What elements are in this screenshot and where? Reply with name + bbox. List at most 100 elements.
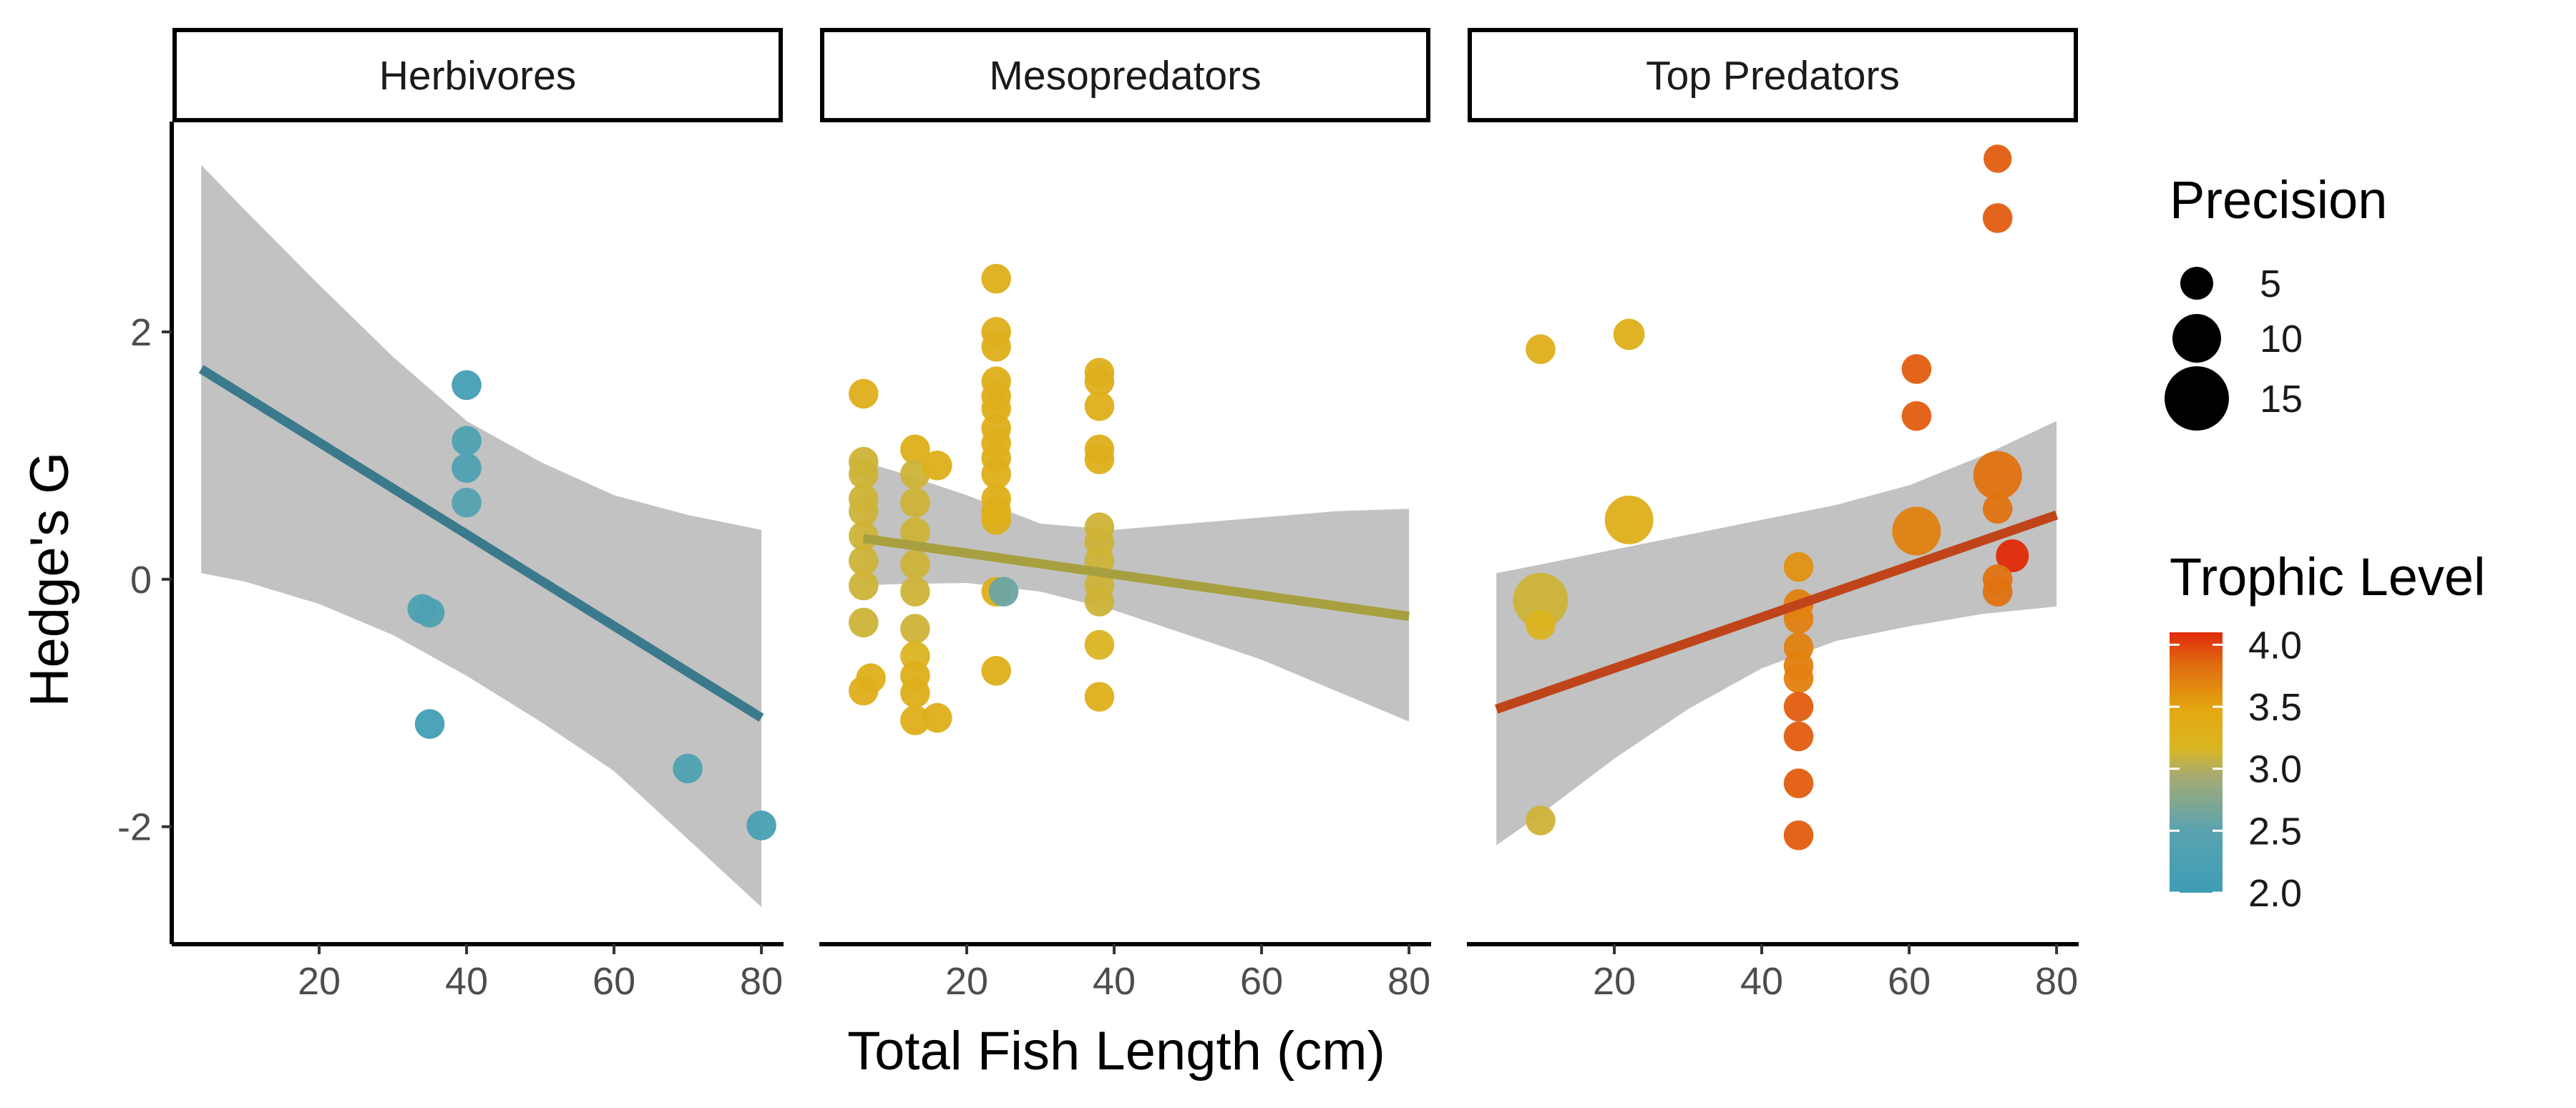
data-point bbox=[900, 678, 930, 708]
data-point bbox=[1982, 203, 2013, 233]
data-point bbox=[1973, 451, 2022, 500]
data-point bbox=[900, 577, 930, 607]
data-point bbox=[452, 453, 482, 484]
confidence-band bbox=[201, 165, 762, 908]
x-tick-label: 80 bbox=[1387, 960, 1430, 1003]
data-point bbox=[452, 487, 482, 518]
x-axis-title: Total Fish Length (cm) bbox=[847, 1021, 1385, 1082]
data-point bbox=[1783, 551, 1814, 582]
data-point bbox=[849, 546, 879, 576]
data-point bbox=[981, 263, 1012, 294]
data-point bbox=[746, 810, 776, 840]
x-tick-label: 20 bbox=[945, 960, 988, 1003]
data-point bbox=[922, 450, 952, 481]
data-point bbox=[1901, 354, 1932, 384]
trophic-legend: Trophic Level 4.0 3.5 3.0 2.5 2.0 bbox=[2170, 547, 2485, 915]
data-point bbox=[1613, 318, 1645, 350]
data-point bbox=[1604, 495, 1654, 544]
x-tick-label: 40 bbox=[1093, 960, 1136, 1003]
facet-strip-label: Top Predators bbox=[1646, 53, 1900, 99]
data-point bbox=[981, 331, 1012, 362]
x-tick-label: 40 bbox=[1740, 960, 1783, 1003]
data-point bbox=[1783, 721, 1814, 752]
facet-strip-box bbox=[1468, 28, 2078, 122]
data-point bbox=[849, 570, 879, 601]
trend-line bbox=[1495, 510, 2059, 714]
data-point bbox=[1084, 629, 1115, 660]
data-point bbox=[900, 549, 930, 579]
data-point bbox=[1783, 768, 1814, 798]
data-point bbox=[849, 607, 879, 638]
precision-legend-label: 15 bbox=[2260, 378, 2303, 421]
trophic-tick-label: 3.0 bbox=[2248, 748, 2302, 791]
precision-legend-key bbox=[2180, 267, 2213, 300]
y-axis-title: Hedge's G bbox=[19, 452, 80, 707]
trophic-colorbar bbox=[2170, 632, 2223, 893]
data-point bbox=[452, 426, 482, 456]
data-point bbox=[1783, 820, 1814, 850]
data-point bbox=[1084, 682, 1115, 712]
panel-herbivores: Herbivores 20 40 60 80 -2 0 2 bbox=[117, 28, 784, 1003]
data-point bbox=[1513, 572, 1568, 628]
data-point bbox=[981, 505, 1012, 535]
precision-legend: Precision 5 10 15 bbox=[2165, 170, 2387, 431]
x-tick-label: 60 bbox=[1888, 960, 1931, 1003]
data-point bbox=[1996, 539, 2029, 572]
panel-top-predators: Top Predators 20 40 60 80 bbox=[1467, 28, 2079, 1003]
facet-strip-box bbox=[820, 28, 1430, 122]
confidence-band bbox=[863, 461, 1410, 722]
x-tick-label: 80 bbox=[740, 960, 783, 1003]
data-point bbox=[900, 517, 930, 547]
data-point bbox=[1084, 444, 1115, 474]
data-point bbox=[414, 597, 445, 628]
x-tick-label: 20 bbox=[1593, 960, 1636, 1003]
data-point bbox=[849, 378, 879, 409]
data-point bbox=[1783, 663, 1814, 693]
trophic-tick-label: 4.0 bbox=[2248, 624, 2302, 667]
facet-strip-label: Herbivores bbox=[379, 53, 577, 99]
precision-legend-key bbox=[2172, 314, 2221, 363]
trophic-legend-ticks: 4.0 3.5 3.0 2.5 2.0 bbox=[2170, 624, 2302, 915]
confidence-band bbox=[1496, 421, 2057, 845]
data-point bbox=[1526, 334, 1556, 364]
trophic-tick-label: 2.0 bbox=[2248, 872, 2302, 915]
data-point bbox=[900, 487, 930, 518]
y-tick-label: 0 bbox=[130, 559, 152, 602]
x-tick-label: 60 bbox=[1240, 960, 1283, 1003]
panel-mesopredators: Mesopredators 20 40 60 80 bbox=[819, 28, 1431, 1003]
precision-legend-label: 10 bbox=[2260, 318, 2303, 361]
data-point bbox=[1084, 391, 1115, 421]
data-point bbox=[1982, 494, 2013, 524]
data-point bbox=[988, 577, 1019, 607]
trend-line bbox=[862, 534, 1410, 622]
data-point bbox=[1892, 506, 1941, 556]
x-tick-label: 60 bbox=[592, 960, 635, 1003]
facet-panels: Herbivores 20 40 60 80 -2 0 2 Mesopredators 20 40 6… bbox=[117, 28, 2079, 1003]
data-point bbox=[856, 663, 886, 693]
data-point bbox=[1526, 805, 1556, 835]
data-point bbox=[900, 705, 930, 735]
facet-strip-box bbox=[172, 28, 783, 122]
precision-legend-entries: 5 10 15 bbox=[2165, 263, 2303, 431]
precision-legend-label: 5 bbox=[2260, 263, 2281, 305]
precision-legend-key bbox=[2165, 366, 2229, 431]
data-point bbox=[849, 459, 879, 489]
data-point bbox=[452, 370, 482, 401]
data-point bbox=[922, 702, 952, 733]
data-point bbox=[900, 434, 930, 465]
x-tick-label: 80 bbox=[2035, 960, 2078, 1003]
data-point bbox=[849, 496, 879, 526]
x-tick-label: 20 bbox=[298, 960, 341, 1003]
facet-strip-label: Mesopredators bbox=[989, 53, 1261, 99]
y-tick-label: -2 bbox=[117, 806, 152, 849]
trend-line bbox=[198, 365, 764, 722]
data-point bbox=[1526, 610, 1556, 640]
data-point bbox=[1084, 366, 1115, 396]
y-tick-label: 2 bbox=[130, 311, 152, 354]
data-point bbox=[1084, 587, 1115, 617]
trophic-tick-label: 2.5 bbox=[2248, 810, 2302, 853]
data-point bbox=[1983, 144, 2012, 173]
data-point bbox=[900, 614, 930, 644]
data-point bbox=[414, 709, 445, 739]
